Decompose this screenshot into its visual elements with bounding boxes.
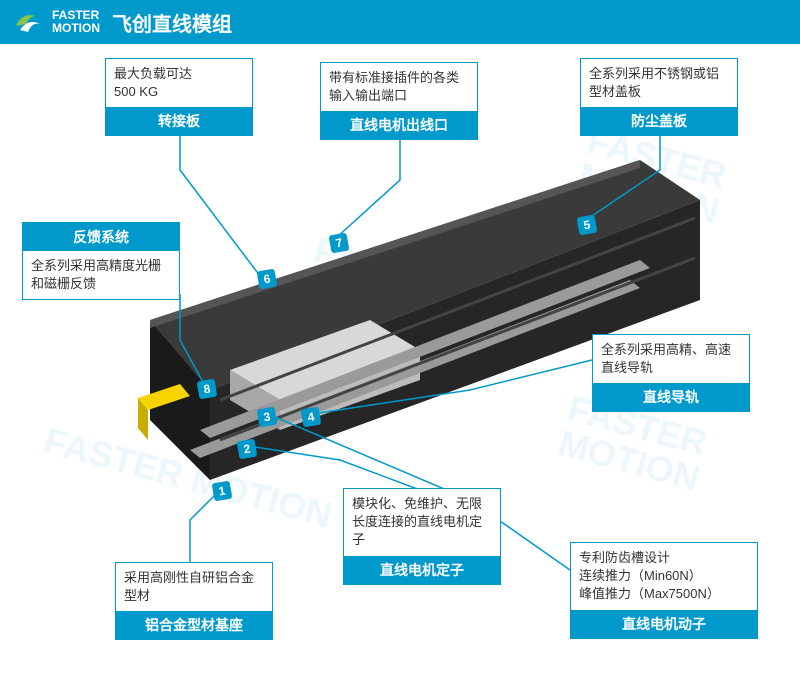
callout-label: 转接板 bbox=[106, 107, 252, 135]
logo: FASTER MOTION bbox=[12, 6, 100, 38]
callout-desc: 全系列采用不锈钢或铝型材盖板 bbox=[581, 59, 737, 107]
marker-6: 6 bbox=[257, 269, 278, 290]
callout-8: 全系列采用高精度光栅和磁栅反馈反馈系统 bbox=[22, 222, 180, 300]
callout-desc: 全系列采用高精度光栅和磁栅反馈 bbox=[23, 251, 179, 299]
callout-desc: 采用高刚性自研铝合金型材 bbox=[116, 563, 272, 611]
callout-desc: 带有标准接插件的各类输入输出端口 bbox=[321, 63, 477, 111]
marker-2: 2 bbox=[237, 439, 258, 460]
product-illustration bbox=[80, 140, 720, 520]
callout-3: 专利防齿槽设计 连续推力（Min60N） 峰值推力（Max7500N）直线电机动… bbox=[570, 542, 758, 639]
marker-5: 5 bbox=[577, 215, 598, 236]
callout-desc: 专利防齿槽设计 连续推力（Min60N） 峰值推力（Max7500N） bbox=[571, 543, 757, 610]
callout-label: 直线电机动子 bbox=[571, 610, 757, 638]
watermark: FASTER MOTION bbox=[310, 232, 605, 343]
marker-4: 4 bbox=[301, 407, 322, 428]
callout-7: 带有标准接插件的各类输入输出端口直线电机出线口 bbox=[320, 62, 478, 140]
logo-icon bbox=[12, 6, 44, 38]
callout-5: 全系列采用不锈钢或铝型材盖板防尘盖板 bbox=[580, 58, 738, 136]
callout-label: 直线电机定子 bbox=[344, 556, 500, 584]
callout-label: 反馈系统 bbox=[23, 223, 179, 251]
header: FASTER MOTION 飞创直线模组 bbox=[0, 0, 800, 44]
watermark: FASTER MOTION bbox=[574, 123, 800, 249]
marker-8: 8 bbox=[197, 379, 218, 400]
marker-7: 7 bbox=[329, 233, 350, 254]
callout-desc: 全系列采用高精、高速直线导轨 bbox=[593, 335, 749, 383]
callout-label: 直线电机出线口 bbox=[321, 111, 477, 139]
marker-3: 3 bbox=[257, 407, 278, 428]
logo-text: FASTER MOTION bbox=[52, 9, 100, 35]
callout-6: 最大负载可达 500 KG转接板 bbox=[105, 58, 253, 136]
callout-label: 直线导轨 bbox=[593, 383, 749, 411]
callout-label: 防尘盖板 bbox=[581, 107, 737, 135]
header-title: 飞创直线模组 bbox=[112, 8, 232, 37]
callout-desc: 最大负载可达 500 KG bbox=[106, 59, 252, 107]
callout-1: 采用高刚性自研铝合金型材铝合金型材基座 bbox=[115, 562, 273, 640]
callout-2: 模块化、免维护、无限长度连接的直线电机定子直线电机定子 bbox=[343, 488, 501, 585]
watermark: FASTER MOTION bbox=[40, 422, 335, 533]
marker-1: 1 bbox=[212, 481, 233, 502]
callout-label: 铝合金型材基座 bbox=[116, 611, 272, 639]
callout-desc: 模块化、免维护、无限长度连接的直线电机定子 bbox=[344, 489, 500, 556]
callout-4: 全系列采用高精、高速直线导轨直线导轨 bbox=[592, 334, 750, 412]
